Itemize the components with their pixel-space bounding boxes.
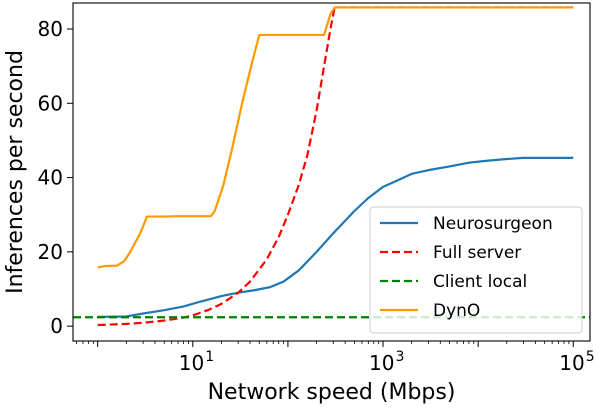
series-line-0 <box>97 156 574 318</box>
x-tick-label: 103 <box>369 349 404 375</box>
y-tick-label: 40 <box>38 166 63 190</box>
legend-label: Client local <box>433 272 527 292</box>
plot-lines <box>73 6 590 327</box>
legend-label: Full server <box>433 243 521 263</box>
x-tick-label: 105 <box>559 349 594 375</box>
x-axis-label: Network speed (Mbps) <box>208 380 456 405</box>
legend-label: DynO <box>433 301 480 321</box>
series-line-1 <box>97 6 574 327</box>
series-line-3 <box>97 6 574 269</box>
legend: Neurosurgeon Full server Client local DynO <box>369 206 583 334</box>
y-tick-label: 60 <box>38 91 63 115</box>
x-axis-ticks: 101 103 105 <box>76 341 595 375</box>
y-tick-label: 0 <box>50 314 63 338</box>
legend-box <box>369 206 583 334</box>
y-tick-label: 80 <box>38 17 63 41</box>
plot-frame <box>72 2 591 342</box>
legend-label: Neurosurgeon <box>433 214 553 234</box>
x-tick-label: 101 <box>179 349 214 375</box>
y-axis-label: Inferences per second <box>3 50 28 294</box>
y-axis-ticks: 0 20 40 60 80 <box>38 17 73 338</box>
y-tick-label: 20 <box>38 240 63 264</box>
